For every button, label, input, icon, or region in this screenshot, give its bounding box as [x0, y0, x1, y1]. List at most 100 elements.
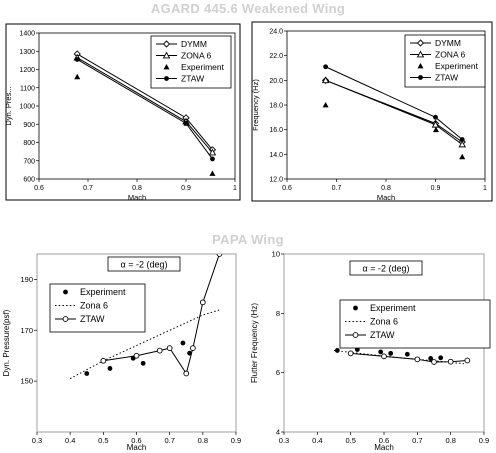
y-tick-label: 600	[23, 177, 35, 184]
point-ztaw	[464, 357, 471, 364]
agard-frequency-svg: 12.0 14.0 16.0 18.0 20.0 22.0 24.0 0.6 0.7 0.8 0.9…	[251, 21, 493, 202]
point-ztaw	[183, 370, 190, 377]
y-tick-label: 6	[276, 368, 280, 377]
legend-label-zona-6: Zona 6	[370, 317, 398, 327]
y-tick-label: 14.0	[269, 152, 283, 159]
legend-marker-experiment	[163, 64, 170, 70]
y-axis-label: Flutter Frequency (Hz)	[250, 303, 259, 383]
x-tick-label: 0.9	[181, 185, 191, 192]
series-line-ztaw	[103, 254, 220, 375]
x-tick-label: 0.9	[231, 436, 241, 445]
agard-section-title: AGARD 445.6 Weakened Wing	[150, 1, 346, 16]
y-tick-label: 24.0	[269, 29, 283, 36]
x-axis-label: Mach	[127, 443, 147, 452]
papa-pressure-svg: 150 170 190 0.3 0.4 0.5 0.6 0.7 0.8 0.9 Mach Dyn. P…	[2, 253, 241, 452]
x-axis-label: Mach	[128, 193, 146, 202]
point-experiment	[107, 366, 113, 371]
x-tick-label: 0.5	[98, 436, 108, 445]
papa-pressure-chart: 150 170 190 0.3 0.4 0.5 0.6 0.7 0.8 0.9 Mach Dyn. P…	[0, 245, 248, 453]
plot-content	[69, 254, 223, 380]
legend-label-experiment: Experiment	[80, 287, 126, 297]
point-experiment	[322, 102, 329, 108]
point-experiment	[140, 360, 146, 366]
point-ztaw	[414, 356, 421, 363]
point-experiment	[378, 349, 384, 355]
legend-label-zona-6: ZONA 6	[181, 51, 212, 61]
point-ztaw	[166, 345, 173, 351]
x-tick-label: 0.7	[332, 185, 342, 192]
point-experiment	[459, 153, 466, 160]
x-tick-label: 0.9	[479, 436, 489, 445]
point-zona-6	[208, 148, 217, 156]
y-tick-label: 190	[20, 275, 33, 284]
point-zona-6	[431, 120, 440, 128]
legend-marker-ztaw	[164, 76, 169, 81]
point-experiment	[209, 170, 216, 176]
y-tick-label: 900	[23, 122, 35, 129]
legend-label-experiment: Experiment	[181, 62, 225, 72]
legend-marker-experiment	[63, 289, 68, 295]
papa-section-title: PAPA Wing	[212, 232, 284, 247]
point-experiment	[438, 355, 444, 361]
point-ztaw	[199, 299, 206, 306]
point-ztaw	[447, 358, 454, 365]
x-tick-label: 0.6	[282, 185, 292, 192]
point-ztaw	[433, 114, 438, 120]
legend-label-dymm: DYMM	[435, 38, 461, 48]
papa-frequency-chart: 4 6 8 10 0.3 0.4 0.5 0.6 0.7 0.8 0.9 Mach Flutter Fr…	[248, 245, 496, 453]
x-tick-label: 1	[483, 185, 487, 192]
point-ztaw	[216, 254, 223, 257]
legend-marker-dymm	[416, 39, 425, 47]
y-tick-label: 800	[23, 140, 35, 147]
point-ztaw	[183, 120, 189, 126]
point-ztaw	[100, 357, 107, 364]
legend-marker-experiment	[417, 63, 424, 69]
x-tick-label: 0.8	[198, 436, 208, 445]
y-tick-label: 170	[20, 326, 33, 335]
legend-label-dymm: DYMM	[181, 39, 207, 49]
x-tick-label: 0.9	[431, 185, 441, 192]
y-tick-label: 16.0	[269, 127, 283, 134]
annotation-box	[107, 256, 181, 272]
point-experiment	[404, 351, 410, 357]
y-tick-label: 12.0	[269, 177, 283, 184]
x-axis-label: Mach	[374, 443, 394, 452]
legend-label-zona-6: ZONA 6	[435, 50, 466, 60]
x-tick-label: 0.4	[65, 436, 75, 445]
legend-marker-zona-6	[162, 51, 171, 59]
plot-content	[333, 347, 471, 365]
y-tick-label: 1000	[19, 104, 35, 111]
agard-frequency-chart: 12.0 14.0 16.0 18.0 20.0 22.0 24.0 0.6 0.7 0.8 0.9…	[250, 19, 494, 205]
annotation-label: α = -2 (deg)	[121, 260, 168, 270]
x-tick-label: 0.4	[312, 436, 322, 445]
y-tick-label: 22.0	[269, 53, 283, 60]
point-experiment	[432, 126, 439, 133]
y-tick-label: 1100	[20, 85, 35, 92]
y-tick-label: 18.0	[269, 103, 283, 110]
point-ztaw	[210, 156, 215, 162]
legend-box	[339, 299, 491, 349]
legend-marker-ztaw	[418, 75, 423, 80]
y-axis-label: Dyn. Pres...	[4, 86, 13, 125]
point-ztaw	[74, 57, 80, 62]
y-tick-label: 4	[276, 428, 280, 437]
chart-border	[5, 23, 241, 201]
series-line-zona-6	[325, 79, 463, 145]
legend-label-ztaw: ZTAW	[435, 73, 458, 83]
point-ztaw	[381, 353, 387, 360]
x-tick-label: 0.6	[34, 185, 44, 192]
y-tick-label: 10	[272, 250, 280, 259]
y-tick-label: 1300	[19, 49, 35, 56]
x-tick-label: 0.8	[381, 185, 391, 192]
legend-label-ztaw: ZTAW	[80, 314, 105, 324]
point-experiment	[180, 340, 186, 346]
legend-marker-experiment	[353, 305, 358, 311]
x-tick-label: 0.8	[445, 436, 455, 445]
x-tick-label: 1	[233, 185, 237, 192]
y-tick-label: 700	[23, 158, 35, 165]
legend-marker-ztaw	[352, 332, 359, 338]
y-tick-label: 1200	[19, 67, 35, 74]
plot-content	[73, 50, 217, 176]
legend-label-ztaw: ZTAW	[370, 330, 395, 340]
x-tick-label: 0.7	[412, 436, 422, 445]
